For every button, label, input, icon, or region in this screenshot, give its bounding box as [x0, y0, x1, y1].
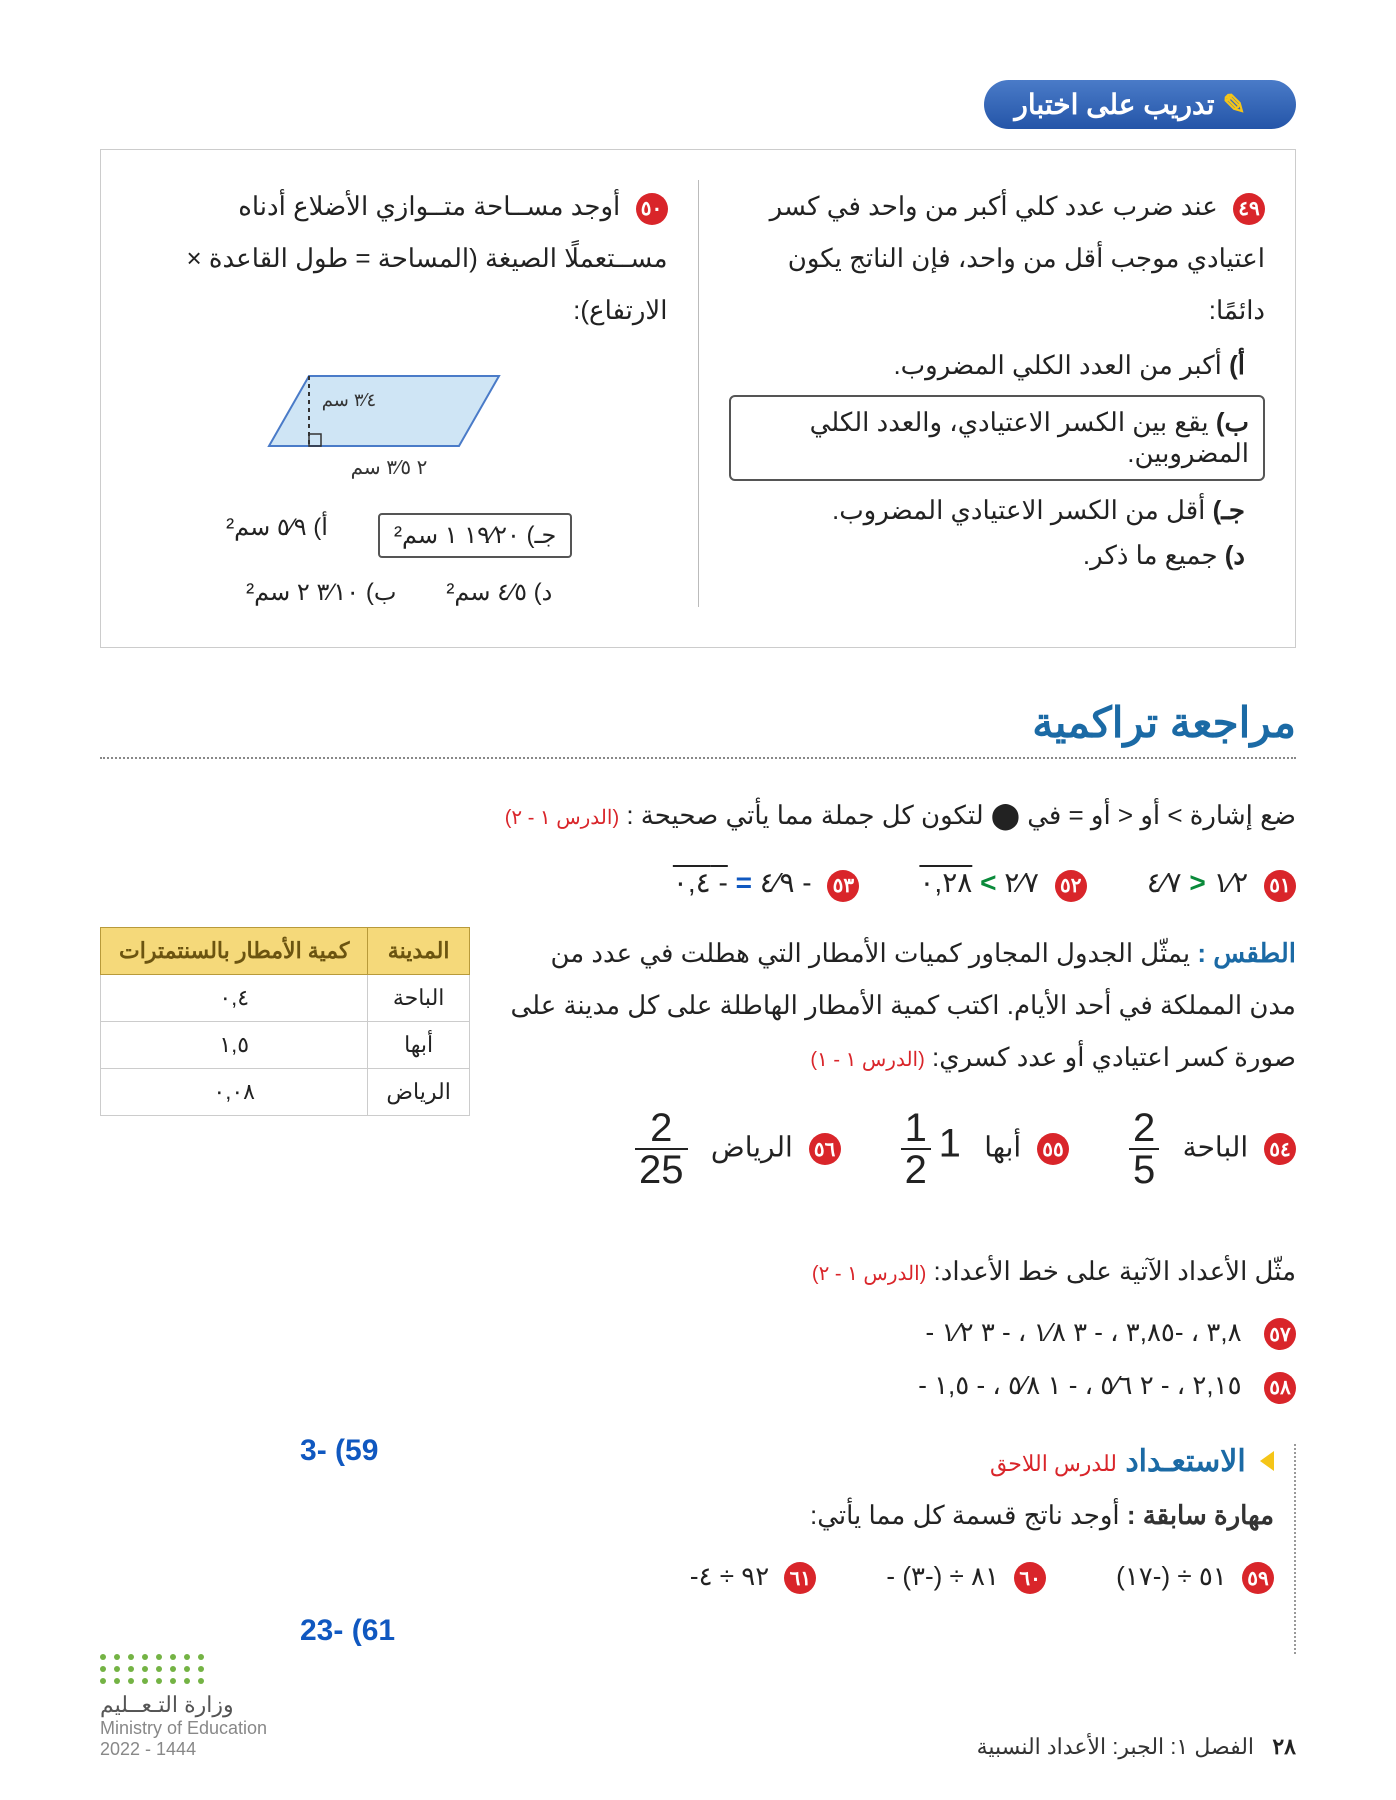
- q50-choice-c-correct: جـ) ١٩⁄٢٠ ١ سم²: [378, 513, 572, 558]
- rainfall-table: المدينة كمية الأمطار بالسنتمترات الباحة٠…: [100, 927, 470, 1116]
- q54: ٥٤ الباحة 25: [1129, 1108, 1296, 1190]
- q50-choice-b: ب) ٣⁄١٠ ٢ سم²: [246, 578, 396, 607]
- page-footer: ٢٨ الفصل ١: الجبر: الأعداد النسبية وزارة…: [100, 1654, 1296, 1760]
- q50-column: ٥٠ أوجد مســاحة متــوازي الأضلاع أدناه م…: [131, 180, 668, 607]
- compare-prompt: ضع إشارة > أو < أو = في ⬤ لتكون كل جملة …: [626, 800, 1296, 830]
- q57: - ٣,٨ ، -٣,٨٥ ، - ٣ ١⁄٨ ، - ٣ ١⁄٢ ٥٧: [100, 1317, 1296, 1351]
- page-number: ٢٨: [1272, 1734, 1296, 1759]
- table-row: أبها١,٥: [101, 1021, 470, 1068]
- moe-arabic: وزارة التـعــليم: [100, 1692, 267, 1718]
- table-header-amount: كمية الأمطار بالسنتمترات: [101, 927, 368, 974]
- q49-column: ٤٩ عند ضرب عدد كلي أكبر من واحد في كسر ا…: [729, 180, 1266, 607]
- q53: ٥٣ - ٤⁄٩ = - ٠,٤: [673, 866, 860, 902]
- q60: - ٨١ ÷ (-٣) ٦٠: [886, 1561, 1046, 1595]
- column-divider: [698, 180, 699, 607]
- ans-61: 61) -23: [300, 1614, 395, 1648]
- prep-title-row: الاستعـداد للدرس اللاحق 59) -3: [100, 1444, 1274, 1479]
- q49-choices: أ) أكبر من العدد الكلي المضروب. ب) يقع ب…: [729, 350, 1266, 571]
- numberline-prompt: مثّل الأعداد الآتية على خط الأعداد:: [934, 1256, 1296, 1286]
- q50-number-bullet: ٥٠: [636, 193, 668, 225]
- compare-items: ٥١ ١⁄٢ < ٤⁄٧ ٥٢ ٢⁄٧ > ٠,٢٨ ٥٣ - ٤⁄٩ = - …: [100, 866, 1296, 902]
- preparation-section: الاستعـداد للدرس اللاحق 59) -3 مهارة ساب…: [100, 1444, 1296, 1655]
- q49-text: ٤٩ عند ضرب عدد كلي أكبر من واحد في كسر ا…: [729, 180, 1266, 336]
- numberline-prompt-row: مثّل الأعداد الآتية على خط الأعداد: (الد…: [100, 1245, 1296, 1297]
- weather-text-block: الطقس : يمثّل الجدول المجاور كميات الأمط…: [500, 927, 1296, 1215]
- footer-right: ٢٨ الفصل ١: الجبر: الأعداد النسبية: [977, 1734, 1296, 1760]
- parallelogram-figure: ٣⁄٤ سم ٢ ٣⁄٥ سم: [131, 356, 668, 493]
- cumulative-review-title: مراجعة تراكمية: [100, 698, 1296, 747]
- triangle-icon: [1260, 1451, 1274, 1471]
- table-row: الرياض٠,٠٨: [101, 1068, 470, 1115]
- weather-lesson-ref: (الدرس ١ - ١): [810, 1049, 924, 1071]
- q51: ٥١ ١⁄٢ < ٤⁄٧: [1147, 866, 1296, 902]
- q50-choice-d: د) ٤⁄٥ سم²: [446, 578, 552, 607]
- q49-number-bullet: ٤٩: [1233, 193, 1265, 225]
- svg-text:٢ ٣⁄٥ سم: ٢ ٣⁄٥ سم: [351, 457, 428, 479]
- q50-text: ٥٠ أوجد مســاحة متــوازي الأضلاع أدناه م…: [131, 180, 668, 336]
- prep-subtitle: للدرس اللاحق: [990, 1451, 1117, 1476]
- table-header-city: المدينة: [368, 927, 469, 974]
- dotted-divider: [100, 757, 1296, 759]
- weather-section: الطقس : يمثّل الجدول المجاور كميات الأمط…: [100, 927, 1296, 1215]
- moe-year: 2022 - 1444: [100, 1739, 267, 1760]
- q52: ٥٢ ٢⁄٧ > ٠,٢٨: [919, 866, 1086, 902]
- compare-prompt-row: ضع إشارة > أو < أو = في ⬤ لتكون كل جملة …: [100, 789, 1296, 841]
- logo-dots-icon: [100, 1654, 267, 1684]
- skill-label: مهارة سابقة :: [1127, 1500, 1274, 1530]
- q49-choice-c: جـ) أقل من الكسر الاعتيادي المضروب.: [729, 495, 1246, 526]
- q56: ٥٦ الرياض 225: [635, 1108, 841, 1190]
- table-row: الباحة٠,٤: [101, 974, 470, 1021]
- q50-choice-a: أ) ٥⁄٩ سم²: [226, 513, 328, 558]
- q55: ٥٥ أبها 1 12: [901, 1108, 1069, 1190]
- moe-english: Ministry of Education: [100, 1718, 267, 1739]
- q50-prompt: أوجد مســاحة متــوازي الأضلاع أدناه مســ…: [187, 191, 668, 325]
- test-practice-header: تدريب على اختبار: [984, 80, 1296, 129]
- svg-text:٣⁄٤ سم: ٣⁄٤ سم: [322, 390, 376, 411]
- ministry-logo: وزارة التـعــليم Ministry of Education 2…: [100, 1654, 267, 1760]
- chapter-reference: الفصل ١: الجبر: الأعداد النسبية: [977, 1734, 1254, 1759]
- quiz-box: ٤٩ عند ضرب عدد كلي أكبر من واحد في كسر ا…: [100, 149, 1296, 648]
- prep-title: الاستعـداد: [1125, 1445, 1245, 1478]
- weather-label: الطقس :: [1197, 938, 1296, 968]
- skill-prompt-row: مهارة سابقة : أوجد ناتج قسمة كل مما يأتي…: [100, 1489, 1274, 1541]
- q49-choice-d: د) جميع ما ذكر.: [729, 540, 1246, 571]
- numberline-lesson-ref: (الدرس ١ - ٢): [812, 1263, 926, 1285]
- skill-items: 60) 27 -٩٢ ÷ ٤ ٦١ - ٨١ ÷ (-٣) ٦٠ ٥١ ÷ (-…: [100, 1561, 1274, 1595]
- q61: -٩٢ ÷ ٤ ٦١: [690, 1561, 817, 1595]
- ans-59: 59) -3: [300, 1434, 378, 1468]
- q49-choice-a: أ) أكبر من العدد الكلي المضروب.: [729, 350, 1246, 381]
- q49-prompt: عند ضرب عدد كلي أكبر من واحد في كسر اعتي…: [770, 191, 1265, 325]
- q49-choice-b-correct: ب) يقع بين الكسر الاعتيادي، والعدد الكلي…: [729, 395, 1266, 481]
- q58: - ٢,١٥ ، - ٢ ٥⁄٦ ، - ١ ٥⁄٨ ، - ١,٥ ٥٨: [100, 1370, 1296, 1404]
- q50-answers: أ) ٥⁄٩ سم² جـ) ١٩⁄٢٠ ١ سم² ب) ٣⁄١٠ ٢ سم²…: [131, 513, 668, 607]
- compare-lesson-ref: (الدرس ١ - ٢): [505, 807, 619, 829]
- skill-text: أوجد ناتج قسمة كل مما يأتي:: [810, 1500, 1120, 1530]
- q59: ٥١ ÷ (-١٧) ٥٩: [1116, 1561, 1274, 1595]
- weather-answers: ٥٤ الباحة 25 ٥٥ أبها 1 12 ٥٦ الرياض 225: [500, 1108, 1296, 1190]
